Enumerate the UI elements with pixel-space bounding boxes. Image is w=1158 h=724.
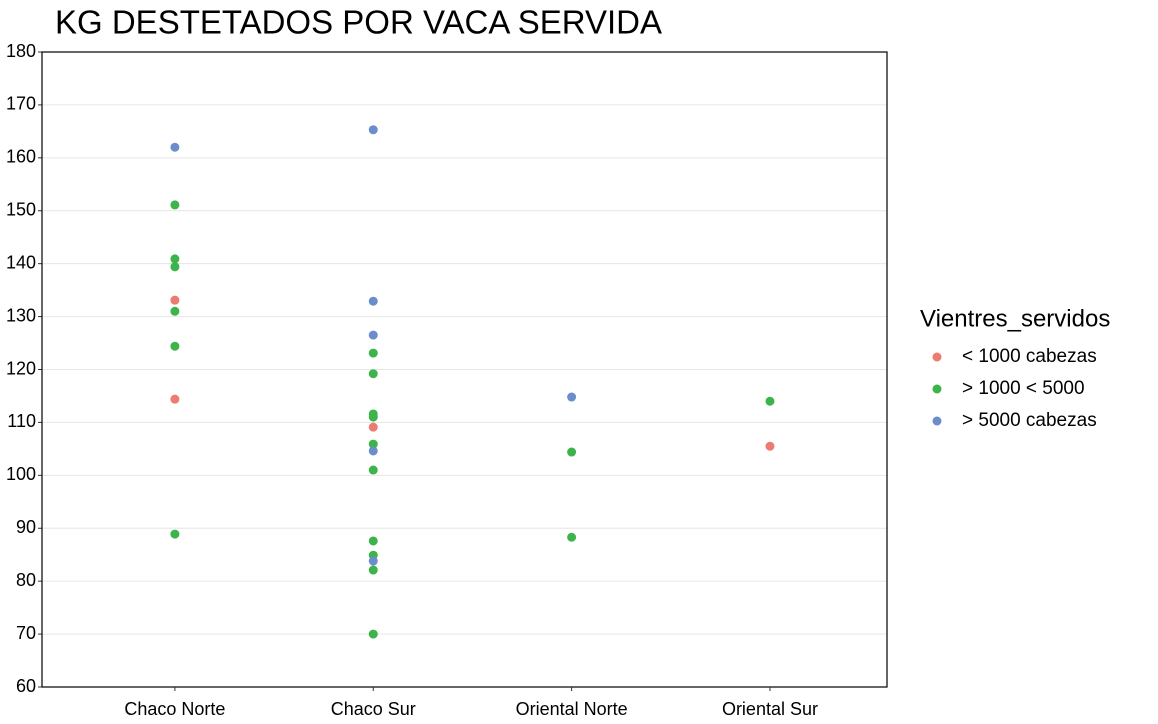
point: [170, 254, 180, 264]
legend-marker: [932, 384, 942, 394]
point: [170, 341, 180, 351]
y-tick-label: 160: [6, 147, 36, 167]
point: [170, 200, 180, 210]
y-tick-label: 140: [6, 252, 36, 272]
point: [170, 295, 180, 305]
x-tick-label: Chaco Sur: [331, 699, 416, 719]
legend-label: > 5000 cabezas: [962, 410, 1097, 431]
point: [368, 629, 378, 639]
point: [368, 536, 378, 546]
point: [368, 446, 378, 456]
point: [368, 565, 378, 575]
point: [368, 465, 378, 475]
x-tick-label: Oriental Norte: [516, 699, 628, 719]
legend-marker: [932, 416, 942, 426]
point: [368, 439, 378, 449]
point: [567, 392, 577, 402]
point: [765, 396, 775, 406]
x-tick-label: Chaco Norte: [124, 699, 225, 719]
point: [368, 556, 378, 566]
plot-border: [41, 51, 888, 688]
y-tick-label: 150: [6, 200, 36, 220]
point: [368, 330, 378, 340]
point: [368, 369, 378, 379]
y-tick-label: 130: [6, 305, 36, 325]
point: [170, 142, 180, 152]
legend-marker: [932, 352, 942, 362]
legend-title: Vientres_servidos: [920, 305, 1110, 332]
y-tick-label: 80: [16, 570, 36, 590]
point: [170, 306, 180, 316]
point: [368, 348, 378, 358]
point: [368, 125, 378, 135]
point: [368, 412, 378, 422]
y-tick-label: 180: [6, 41, 36, 61]
legend-label: > 1000 < 5000: [962, 378, 1085, 399]
y-tick-label: 110: [7, 411, 36, 431]
y-tick-label: 100: [6, 464, 36, 484]
x-tick-label: Oriental Sur: [722, 699, 818, 719]
y-tick-label: 120: [6, 358, 36, 378]
point: [170, 529, 180, 539]
point: [170, 262, 180, 272]
point: [368, 296, 378, 306]
point: [368, 422, 378, 432]
legend-label: < 1000 cabezas: [962, 346, 1097, 367]
point: [567, 447, 577, 457]
y-tick-label: 60: [16, 676, 36, 696]
point: [567, 532, 577, 542]
point: [170, 394, 180, 404]
y-tick-label: 170: [6, 94, 36, 114]
y-tick-label: 70: [16, 623, 36, 643]
chart-title: KG DESTETADOS POR VACA SERVIDA: [55, 4, 662, 41]
y-tick-label: 90: [16, 517, 36, 537]
point: [765, 441, 775, 451]
